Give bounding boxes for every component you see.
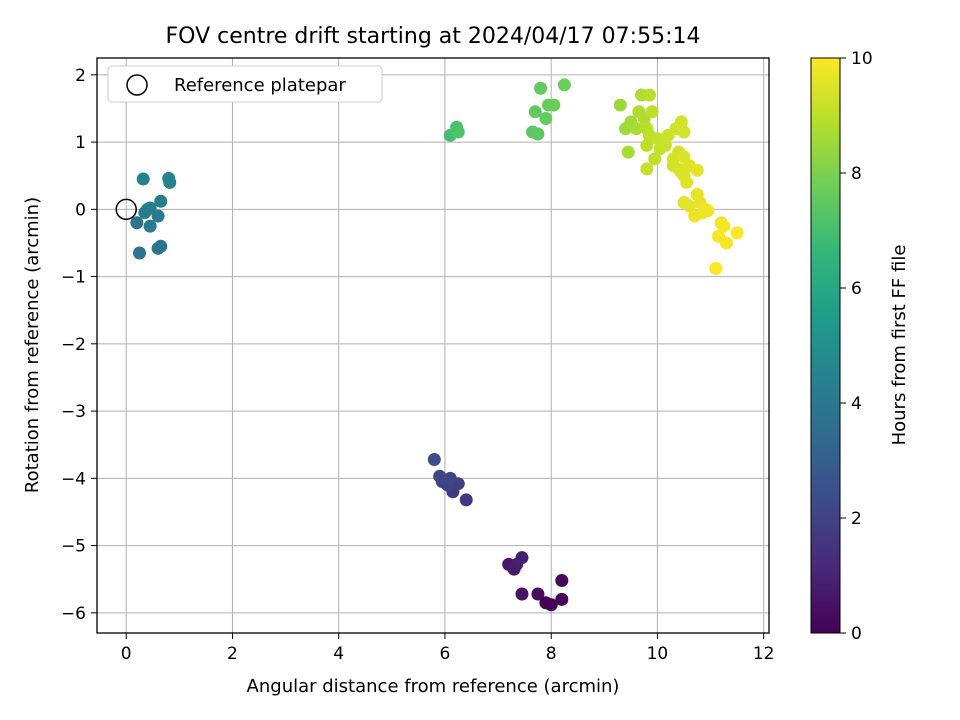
plot-frame — [96, 57, 770, 634]
data-point — [717, 219, 731, 233]
chart-title: FOV centre drift starting at 2024/04/17 … — [166, 24, 701, 49]
x-tick-label: 0 — [121, 644, 132, 664]
data-point — [132, 246, 146, 260]
x-tick-label: 12 — [753, 644, 775, 664]
colorbar-tick-label: 4 — [851, 394, 862, 414]
x-tick-label: 6 — [440, 644, 451, 664]
data-point — [459, 493, 473, 507]
data-point — [629, 122, 643, 136]
data-point — [515, 551, 529, 565]
data-point — [555, 574, 569, 588]
x-axis-label: Angular distance from reference (arcmin) — [247, 676, 620, 697]
reference-platepar-marker — [115, 198, 137, 221]
y-tick-label: −6 — [61, 604, 86, 624]
data-point — [640, 162, 654, 176]
y-tick-label: −3 — [61, 402, 86, 422]
points-layer — [115, 78, 744, 612]
data-point — [645, 105, 659, 119]
colorbar-tick-label: 6 — [851, 279, 862, 299]
data-point — [539, 112, 553, 126]
y-tick-label: −4 — [61, 469, 86, 489]
colorbar-label: Hours from first FF file — [889, 245, 910, 446]
colorbar-gradient — [810, 57, 841, 634]
y-tick-label: −5 — [61, 537, 86, 557]
data-point — [730, 226, 744, 240]
data-point — [682, 199, 696, 213]
data-point — [720, 236, 734, 250]
data-point — [701, 204, 715, 218]
data-point — [427, 452, 441, 466]
colorbar: 0 2 4 6 8 10 Hours from first FF file — [810, 49, 910, 644]
y-tick-label: −1 — [61, 268, 86, 288]
data-point — [680, 175, 694, 189]
data-point — [642, 88, 656, 102]
legend-label-reference: Reference platepar — [174, 75, 346, 96]
data-point — [433, 469, 447, 483]
y-axis-label: Rotation from reference (arcmin) — [22, 197, 43, 493]
data-point — [557, 78, 571, 92]
data-point — [648, 152, 662, 166]
x-tick-label: 4 — [333, 644, 344, 664]
data-point — [162, 171, 176, 185]
data-point — [531, 127, 545, 141]
x-tick-label: 8 — [546, 644, 557, 664]
y-tick-label: 2 — [75, 66, 86, 86]
data-point — [151, 209, 165, 223]
data-point — [544, 598, 558, 612]
colorbar-tick-label: 0 — [851, 624, 862, 644]
data-point — [621, 145, 635, 159]
data-point — [690, 163, 704, 177]
y-tick-label: 1 — [75, 133, 86, 153]
data-point — [515, 587, 529, 601]
legend-box — [107, 65, 383, 103]
data-point — [677, 125, 691, 139]
data-point — [534, 81, 548, 95]
data-point — [547, 98, 561, 112]
data-point — [555, 592, 569, 606]
data-point — [154, 194, 168, 208]
colorbar-tick-label: 8 — [851, 164, 862, 184]
data-point — [666, 152, 680, 166]
x-tick-label: 2 — [227, 644, 238, 664]
y-tick-label: 0 — [75, 200, 86, 220]
data-point — [613, 98, 627, 112]
colorbar-ticks: 0 2 4 6 8 10 — [840, 49, 873, 644]
data-point — [443, 471, 457, 485]
colorbar-tick-label: 10 — [851, 49, 873, 69]
legend-marker-reference — [126, 74, 148, 96]
x-tick-label: 10 — [647, 644, 669, 664]
data-point — [136, 172, 150, 186]
data-point — [658, 138, 672, 152]
data-point — [640, 138, 654, 152]
data-point — [130, 216, 144, 230]
data-point — [531, 587, 545, 601]
data-point — [674, 115, 688, 129]
data-point — [143, 201, 157, 215]
data-point — [143, 219, 157, 233]
data-point — [709, 261, 723, 275]
data-point — [528, 105, 542, 119]
data-point — [451, 125, 465, 139]
data-point — [151, 241, 165, 255]
colorbar-tick-label: 2 — [851, 509, 862, 529]
y-tick-label: −2 — [61, 335, 86, 355]
legend: Reference platepar — [107, 65, 383, 103]
